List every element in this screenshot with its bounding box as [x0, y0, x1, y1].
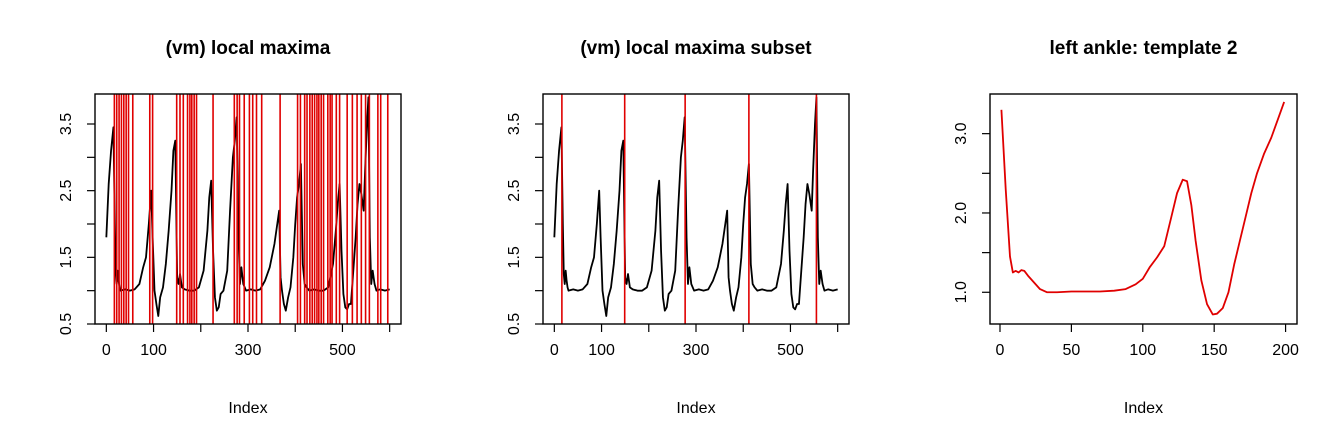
y-tick-label: 0.5 — [58, 313, 75, 335]
x-tick-label: 100 — [588, 342, 615, 359]
y-tick-label: 3.0 — [953, 122, 970, 144]
x-tick-label: 100 — [1129, 342, 1156, 359]
plot-area — [105, 94, 390, 324]
plot-area — [1000, 101, 1285, 316]
chart-title: left ankle: template 2 — [1050, 38, 1238, 59]
y-tick-label: 3.5 — [506, 113, 523, 135]
chart-title: (vm) local maxima — [166, 38, 331, 59]
y-tick-label: 2.0 — [953, 202, 970, 224]
y-tick-label: 1.5 — [58, 246, 75, 268]
chart-panel-2: (vm) local maxima subset 0 100 300 500 0.5 1.5… — [506, 38, 850, 417]
y-tick-label: 1.0 — [953, 281, 970, 303]
y-tick-label: 2.5 — [506, 179, 523, 201]
y-tick-label: 2.5 — [58, 179, 75, 201]
x-tick-label: 500 — [777, 342, 804, 359]
x-tick-label: 200 — [1272, 342, 1299, 359]
y-tick-label: 0.5 — [506, 313, 523, 335]
chart-title: (vm) local maxima subset — [580, 38, 812, 59]
x-axis-label: Index — [676, 400, 715, 417]
x-tick-label: 0 — [996, 342, 1005, 359]
series-line-1 — [1000, 101, 1285, 316]
x-axis-label: Index — [228, 400, 267, 417]
x-tick-label: 0 — [550, 342, 559, 359]
chart-panel-3: left ankle: template 2 0 50 100 150 200 1.0 2.0… — [953, 38, 1299, 417]
x-axis-label: Index — [1124, 400, 1163, 417]
series-line-1 — [553, 96, 838, 317]
y-tick-label: 3.5 — [58, 113, 75, 135]
x-tick-label: 300 — [235, 342, 262, 359]
plot-frame — [989, 93, 1298, 325]
x-tick-label: 50 — [1062, 342, 1080, 359]
plot-area — [553, 94, 838, 324]
y-tick-label: 1.5 — [506, 246, 523, 268]
x-tick-label: 0 — [102, 342, 111, 359]
x-tick-label: 500 — [329, 342, 356, 359]
x-tick-label: 150 — [1201, 342, 1228, 359]
chart-panel-1: (vm) local maxima 0 100 300 500 0.5 1.5 2.5 3.5 I… — [58, 38, 402, 417]
x-tick-label: 100 — [140, 342, 167, 359]
x-tick-label: 300 — [683, 342, 710, 359]
